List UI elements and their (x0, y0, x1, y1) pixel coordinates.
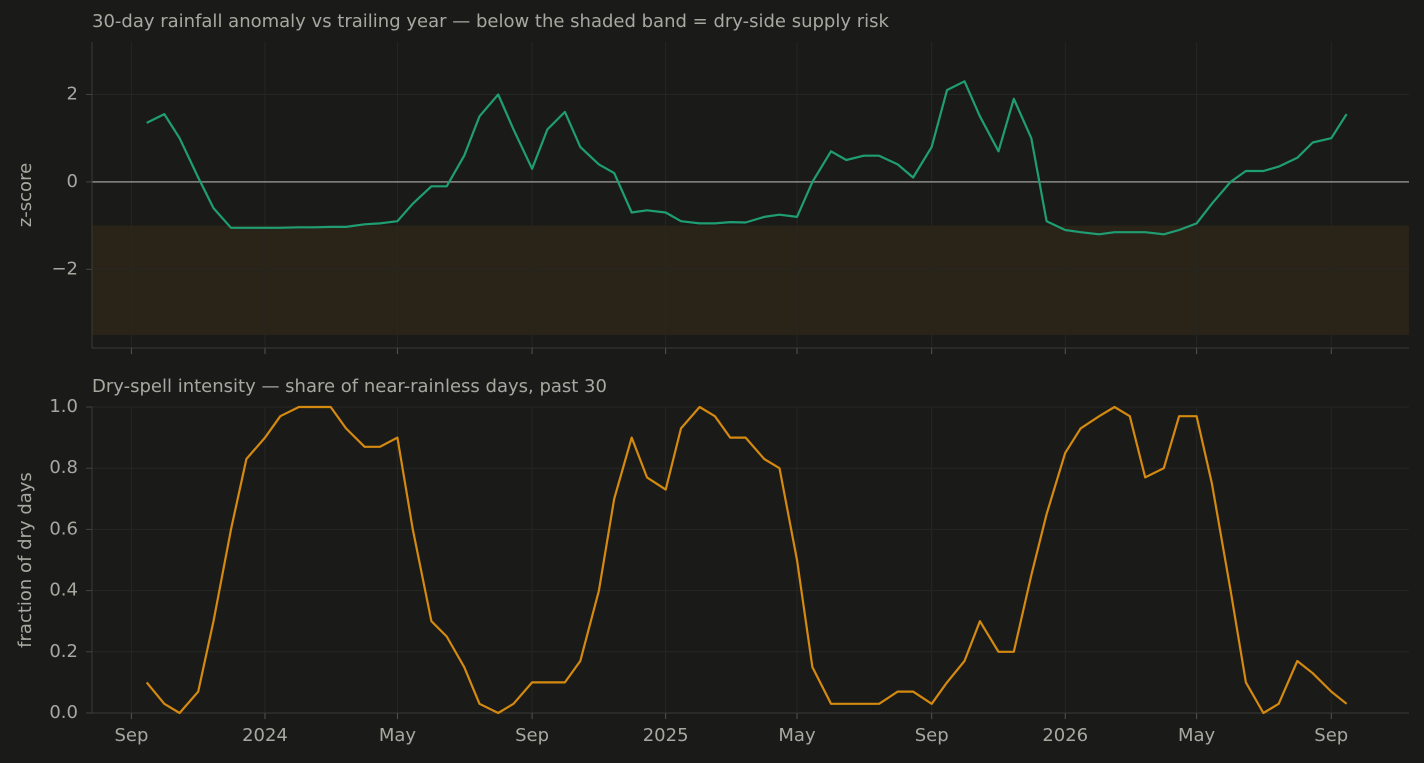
y-tick-label: 0.0 (49, 702, 78, 723)
x-tick-label: 2025 (643, 725, 689, 746)
data-line (146, 80, 1348, 236)
x-tick-label: 2026 (1042, 725, 1088, 746)
x-tick-label: May (778, 725, 816, 746)
risk-band (92, 225, 1409, 335)
x-tick-label: May (379, 725, 417, 746)
y-axis-label: fraction of dry days (15, 472, 36, 648)
chart-title: Dry-spell intensity — share of near-rain… (92, 376, 607, 397)
chart-title: 30-day rainfall anomaly vs trailing year… (92, 11, 889, 32)
x-tick-label: May (1178, 725, 1216, 746)
y-tick-label: 0 (67, 171, 78, 192)
x-tick-label: Sep (114, 725, 148, 746)
x-tick-label: Sep (515, 725, 549, 746)
y-tick-label: 0.8 (49, 457, 78, 478)
y-tick-label: 0.2 (49, 641, 78, 662)
y-tick-label: 0.4 (49, 580, 78, 601)
y-axis-label: z-score (15, 163, 36, 227)
data-line (145, 405, 1348, 715)
x-tick-label: 2024 (242, 725, 288, 746)
y-tick-label: 0.6 (49, 518, 78, 539)
y-tick-label: 2 (67, 83, 78, 104)
x-tick-label: Sep (1314, 725, 1348, 746)
y-tick-label: 1.0 (49, 396, 78, 417)
x-tick-label: Sep (915, 725, 949, 746)
y-tick-label: −2 (51, 258, 78, 279)
